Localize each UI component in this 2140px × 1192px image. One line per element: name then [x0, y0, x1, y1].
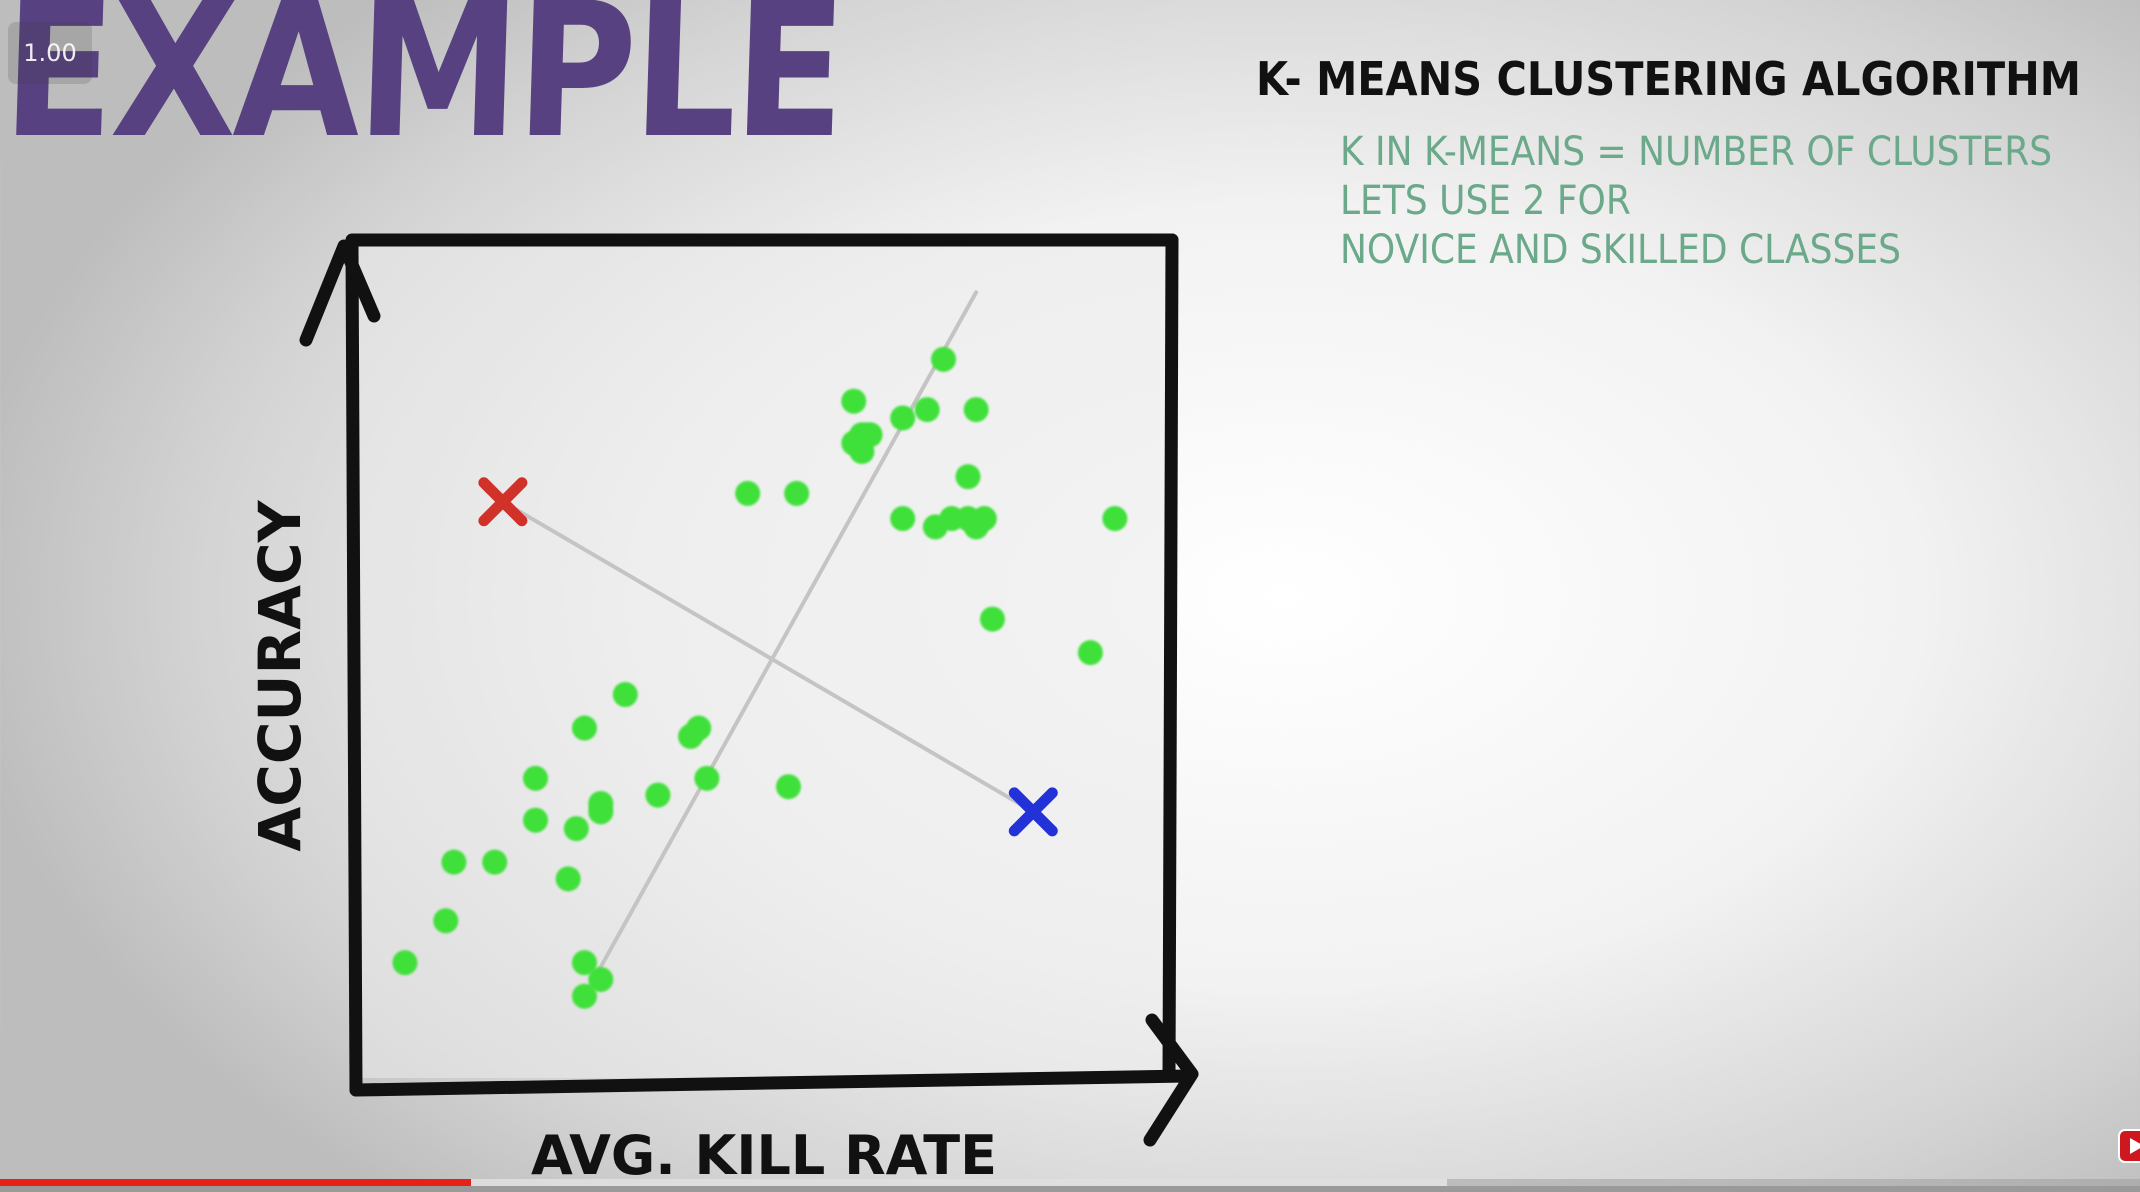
- data-point: [571, 950, 597, 976]
- plot-area-bg: [354, 240, 1172, 1078]
- data-point: [963, 514, 989, 540]
- data-point: [645, 782, 671, 808]
- data-point: [955, 464, 981, 490]
- data-point: [555, 866, 581, 892]
- data-point: [588, 799, 614, 825]
- progress-bar[interactable]: [0, 1179, 2140, 1186]
- y-axis-arrowhead: [299, 239, 381, 347]
- data-point: [694, 765, 720, 791]
- centroid-red-stroke-b: [478, 477, 528, 527]
- centroids: [478, 477, 1058, 837]
- data-point: [735, 480, 761, 506]
- data-point: [890, 405, 916, 431]
- axes-frame: [299, 233, 1199, 1147]
- data-point: [433, 908, 459, 934]
- data-points: [392, 346, 1128, 1009]
- data-point: [571, 715, 597, 741]
- centroid-blue-marker: [1008, 787, 1058, 837]
- note-line-k: K IN K-MEANS = NUMBER OF CLUSTERS: [1340, 129, 2053, 175]
- data-point: [890, 506, 916, 532]
- data-point: [963, 397, 989, 423]
- playback-speed-badge[interactable]: 1.00: [8, 22, 92, 84]
- progress-buffered: [0, 1179, 1447, 1186]
- centroid-blue-stroke-b: [1008, 787, 1058, 837]
- data-point: [922, 514, 948, 540]
- data-point: [784, 480, 810, 506]
- data-point: [392, 950, 418, 976]
- progress-played: [0, 1179, 471, 1186]
- data-point: [523, 765, 549, 791]
- data-point: [563, 816, 589, 842]
- data-point: [571, 983, 597, 1009]
- x-axis-line: [349, 1069, 1195, 1097]
- algorithm-heading: K- MEANS CLUSTERING ALGORITHM: [1256, 52, 2082, 106]
- data-point: [1077, 640, 1103, 666]
- data-point: [686, 715, 712, 741]
- data-point: [612, 682, 638, 708]
- note-line-classes: NOVICE AND SKILLED CLASSES: [1340, 227, 1901, 273]
- data-point: [931, 346, 957, 372]
- data-point: [482, 849, 508, 875]
- note-line-use-two: LETS USE 2 FOR: [1340, 178, 1631, 224]
- data-point: [588, 966, 614, 992]
- data-point: [775, 774, 801, 800]
- data-point: [979, 606, 1005, 632]
- x-axis-label: AVG. KILL RATE: [531, 1124, 997, 1187]
- centroid-red-marker: [478, 477, 528, 527]
- data-point: [441, 849, 467, 875]
- right-border-line: [1162, 233, 1179, 1083]
- youtube-icon[interactable]: [2118, 1129, 2140, 1163]
- player-bottom-strip: [0, 1186, 2140, 1192]
- y-axis-line: [345, 239, 363, 1097]
- data-point: [523, 807, 549, 833]
- x-axis-arrowhead: [1143, 1013, 1199, 1147]
- data-point: [841, 430, 867, 456]
- notes-block: K IN K-MEANS = NUMBER OF CLUSTERS LETS U…: [1340, 128, 2131, 275]
- data-point: [841, 388, 867, 414]
- centroid-connector-line: [500, 499, 1036, 814]
- data-point: [914, 397, 940, 423]
- y-axis-label: ACCURACY: [246, 499, 314, 851]
- data-point: [1102, 506, 1128, 532]
